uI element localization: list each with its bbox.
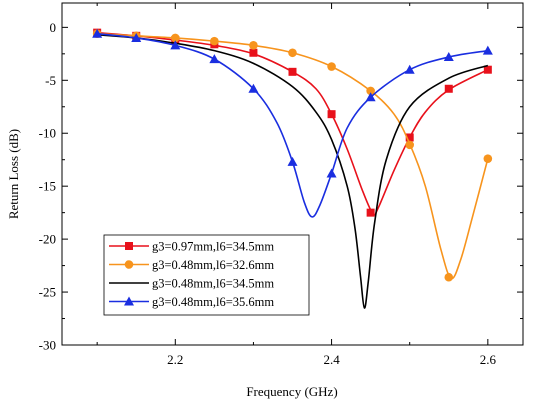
series-point [288, 48, 297, 58]
legend-item: g3=0.48mm,l6=35.6mm [109, 295, 274, 309]
y-axis-label: Return Loss (dB) [6, 129, 21, 219]
x-tick-label: 2.4 [323, 352, 340, 367]
legend: g3=0.97mm,l6=34.5mm g3=0.48mm,l6=32.6mm g3… [103, 234, 310, 316]
series-line [97, 33, 489, 309]
series-3 [97, 33, 489, 309]
series-point [443, 52, 454, 61]
axis-ticks [62, 3, 523, 346]
series-point [404, 64, 415, 74]
axis-tick-labels: 2.2 2.4 2.6 0 -5 -10 -15 -20 -25 -30 [39, 20, 497, 367]
legend-label: g3=0.48mm,l6=32.6mm [152, 258, 274, 272]
y-tick-label: -25 [39, 285, 56, 300]
legend-item: g3=0.97mm,l6=34.5mm [109, 240, 274, 254]
series-point [210, 36, 219, 46]
series-point [483, 65, 492, 74]
series-point [365, 92, 376, 102]
series-point [482, 45, 493, 55]
y-tick-label: -5 [45, 73, 56, 88]
series-line [97, 31, 489, 216]
series-point [366, 86, 375, 96]
legend-swatch-marker [124, 296, 134, 306]
series-point [248, 83, 259, 93]
x-tick-label: 2.6 [480, 352, 497, 367]
series-point [326, 168, 337, 178]
series-point [405, 133, 414, 142]
series-point [209, 54, 220, 64]
series-point [131, 32, 142, 42]
y-tick-label: -15 [39, 179, 56, 194]
y-tick-label: -20 [39, 232, 56, 247]
series-4 [92, 28, 493, 218]
series-point [170, 40, 181, 50]
series-point [444, 84, 453, 93]
series-point [444, 272, 454, 282]
x-tick-label: 2.2 [167, 352, 183, 367]
legend-item: g3=0.48mm,l6=34.5mm [109, 277, 274, 291]
legend-label: g3=0.97mm,l6=34.5mm [152, 240, 274, 254]
series-point [249, 41, 258, 50]
legend-label: g3=0.48mm,l6=35.6mm [152, 295, 274, 309]
series-point [170, 33, 180, 43]
series-point [405, 140, 415, 150]
y-tick-label: -10 [39, 126, 56, 141]
series-layer [92, 28, 493, 309]
legend-swatch-marker [125, 242, 133, 250]
series-point [483, 154, 493, 163]
series-point [288, 67, 297, 76]
series-point [327, 110, 336, 119]
plot-frame [61, 2, 524, 346]
legend-item: g3=0.48mm,l6=32.6mm [109, 258, 274, 272]
series-point [366, 208, 375, 217]
legend-label: g3=0.48mm,l6=34.5mm [152, 277, 274, 291]
series-point [287, 156, 298, 166]
y-tick-label: 0 [50, 20, 57, 35]
series-line [97, 32, 489, 280]
legend-swatch-marker [124, 260, 134, 269]
series-line [97, 32, 488, 218]
x-axis-label: Frequency (GHz) [246, 384, 337, 399]
series-point [92, 28, 103, 38]
y-tick-label: -30 [39, 338, 56, 353]
series-point [327, 62, 336, 71]
series-point [249, 48, 258, 57]
